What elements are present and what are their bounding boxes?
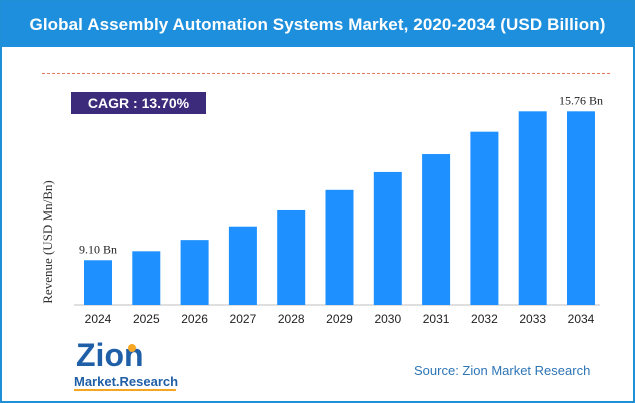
bar-2033 [518,111,547,305]
bar-2024 [84,260,112,305]
bar-2034 [567,111,595,305]
bar-2031 [422,154,451,305]
x-tick-2031: 2031 [423,312,450,326]
x-tick-2029: 2029 [326,312,353,326]
bar-2030 [373,171,402,305]
x-tick-labels: 2024 2025 2026 2027 2028 2029 2030 2031 2032 2033… [85,312,595,326]
x-tick-2032: 2032 [471,312,498,326]
data-label-2034: 15.76 Bn [559,93,603,107]
logo-word: Zion [76,337,144,373]
bar-2028 [277,209,306,305]
zion-logo-graphic: Zion Market.Research [74,337,178,391]
bar-2029 [325,189,354,305]
x-tick-2024: 2024 [85,312,112,326]
x-tick-2026: 2026 [181,312,208,326]
x-tick-2034: 2034 [568,312,595,326]
data-annotations: 9.10 Bn 15.76 Bn [79,93,603,256]
x-tick-2033: 2033 [519,312,546,326]
logo-subtitle: Market.Research [74,374,178,389]
bar-2025 [132,251,161,305]
x-tick-2028: 2028 [278,312,305,326]
chart-title: Global Assembly Automation Systems Marke… [2,2,633,47]
bar-2026 [180,240,209,305]
zion-logo: Zion Market.Research [72,336,192,394]
y-axis-label: Revenue (USD Mn/Bn) [40,180,55,304]
divider-line [42,73,610,74]
bar-2032 [470,131,499,305]
x-tick-2027: 2027 [230,312,257,326]
logo-dot-icon [128,344,136,352]
bar-2027 [228,226,257,305]
x-tick-2025: 2025 [133,312,160,326]
data-label-2024: 9.10 Bn [79,242,117,256]
bars-group [84,111,595,305]
source-note: Source: Zion Market Research [414,363,591,378]
cagr-badge: CAGR : 13.70% [71,92,206,114]
x-tick-2030: 2030 [374,312,401,326]
